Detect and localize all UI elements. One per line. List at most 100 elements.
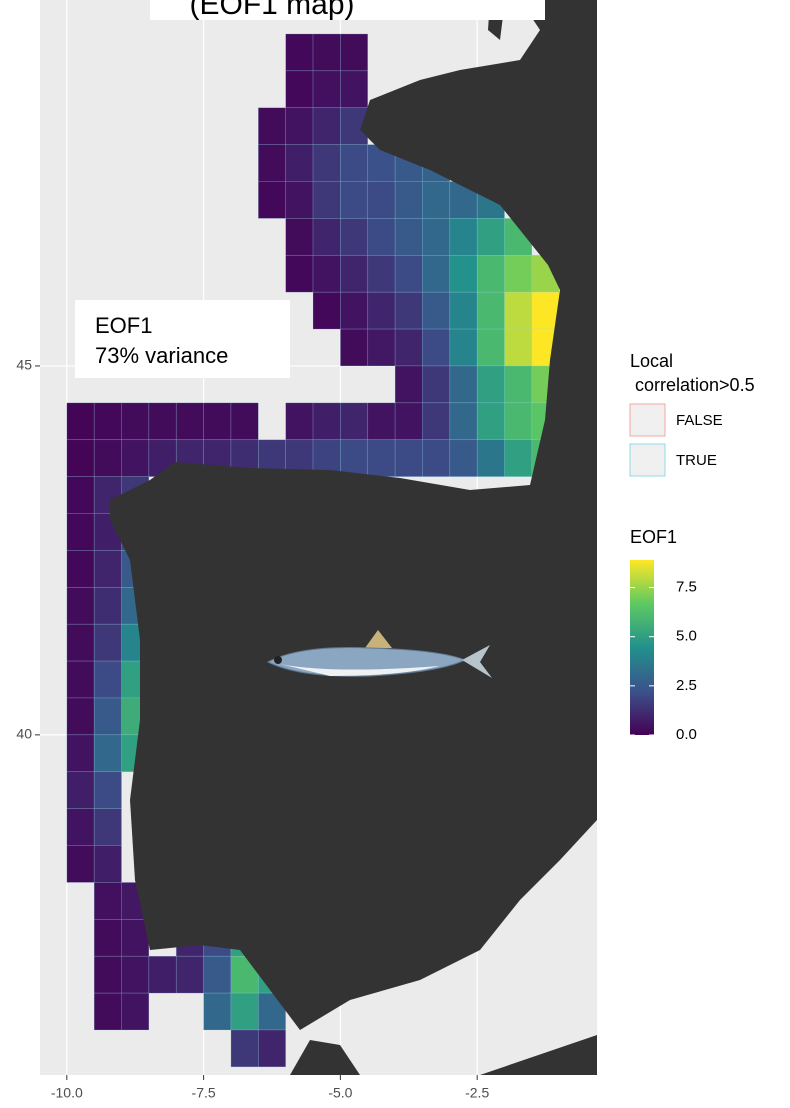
tile — [176, 956, 203, 993]
eye — [274, 656, 282, 664]
tile — [313, 403, 340, 440]
tile — [94, 550, 121, 587]
tile — [94, 440, 121, 477]
tile — [395, 182, 422, 219]
tile — [368, 403, 395, 440]
tile — [94, 809, 121, 846]
tile — [477, 440, 504, 477]
tile — [94, 993, 121, 1030]
tile — [340, 218, 367, 255]
tile — [422, 292, 449, 329]
tile — [94, 846, 121, 883]
tile — [231, 993, 258, 1030]
tile — [231, 403, 258, 440]
tile — [505, 403, 532, 440]
tile — [340, 145, 367, 182]
tile — [67, 661, 94, 698]
tile — [532, 292, 559, 329]
legend-title: correlation>0.5 — [630, 375, 755, 395]
tile — [122, 993, 149, 1030]
y-tick-label: 45 — [16, 357, 32, 373]
tile — [313, 182, 340, 219]
tile — [340, 71, 367, 108]
tile — [286, 34, 313, 71]
tile — [395, 255, 422, 292]
tile — [477, 218, 504, 255]
x-tick-label: -2.5 — [465, 1085, 489, 1101]
tile — [258, 145, 285, 182]
tile — [450, 403, 477, 440]
tile — [122, 440, 149, 477]
tile — [204, 403, 231, 440]
y-tick-label: 40 — [16, 726, 32, 742]
tile — [94, 956, 121, 993]
tile — [422, 182, 449, 219]
tile — [231, 1030, 258, 1067]
tile — [395, 292, 422, 329]
tile — [67, 477, 94, 514]
tile — [395, 366, 422, 403]
tile — [176, 403, 203, 440]
tile — [67, 403, 94, 440]
tile — [94, 772, 121, 809]
tile — [149, 956, 176, 993]
tile — [477, 403, 504, 440]
tile — [67, 440, 94, 477]
legend-label: TRUE — [676, 452, 717, 469]
tile — [368, 440, 395, 477]
x-tick-label: -10.0 — [51, 1085, 83, 1101]
tile — [67, 846, 94, 883]
colorbar-label: 5.0 — [676, 628, 697, 645]
title: (EOF1 map) — [189, 0, 354, 21]
tile — [67, 587, 94, 624]
tile — [422, 329, 449, 366]
tile — [286, 108, 313, 145]
tile — [67, 772, 94, 809]
tile — [67, 514, 94, 551]
tile — [422, 218, 449, 255]
tile — [395, 440, 422, 477]
annotation: 73% variance — [95, 343, 228, 368]
tile — [368, 329, 395, 366]
tile — [94, 919, 121, 956]
colorbar-label: 7.5 — [676, 578, 697, 595]
tile — [258, 182, 285, 219]
tile — [450, 329, 477, 366]
tile — [286, 71, 313, 108]
tile — [67, 809, 94, 846]
tile — [505, 329, 532, 366]
tile — [94, 403, 121, 440]
tile — [422, 440, 449, 477]
tile — [340, 403, 367, 440]
tile — [450, 255, 477, 292]
tile — [258, 108, 285, 145]
tile — [313, 145, 340, 182]
tile — [258, 1030, 285, 1067]
tile — [505, 292, 532, 329]
tile — [477, 292, 504, 329]
legend-key — [630, 444, 665, 476]
tile — [94, 587, 121, 624]
tile — [505, 366, 532, 403]
tile — [368, 292, 395, 329]
tile — [67, 550, 94, 587]
tile — [340, 329, 367, 366]
x-tick-label: -7.5 — [192, 1085, 216, 1101]
tile — [313, 34, 340, 71]
tile — [450, 292, 477, 329]
tile — [67, 735, 94, 772]
tile — [422, 366, 449, 403]
tile — [313, 218, 340, 255]
tile — [204, 993, 231, 1030]
tile — [450, 366, 477, 403]
tile — [477, 366, 504, 403]
tile — [122, 403, 149, 440]
tile — [505, 440, 532, 477]
tile — [149, 403, 176, 440]
tile — [422, 255, 449, 292]
colorbar-title: EOF1 — [630, 527, 677, 547]
tile — [94, 624, 121, 661]
colorbar-label: 2.5 — [676, 677, 697, 694]
tile — [286, 145, 313, 182]
tile — [422, 403, 449, 440]
